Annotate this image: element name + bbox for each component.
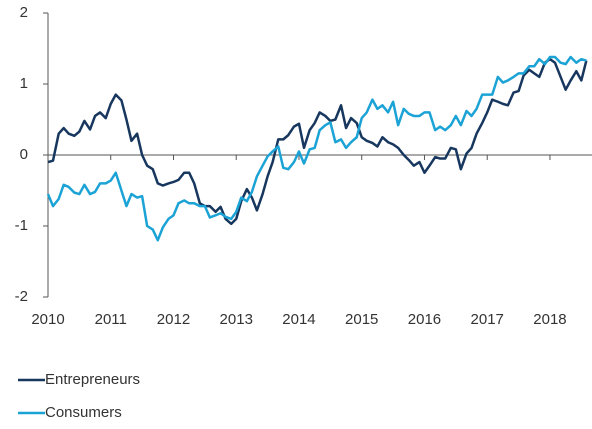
x-tick-label: 2016 [408,311,441,328]
series-line [47,57,588,226]
y-tick-label: -2 [15,288,28,305]
x-tick-label: 2011 [95,311,127,328]
y-tick-label: 2 [20,4,28,21]
series-line [46,55,587,242]
x-tick-label: 2012 [157,311,190,328]
legend-label: Consumers [45,404,122,421]
legend-label: Entrepreneurs [45,371,140,388]
x-tick-label: 2018 [533,311,566,328]
y-tick-label: -1 [15,217,28,234]
y-tick-label: 1 [20,75,28,92]
x-tick-label: 2015 [345,311,378,328]
y-tick-label: 0 [20,146,28,163]
x-tick-label: 2017 [471,311,504,328]
x-tick-label: 2014 [282,311,315,328]
x-tick-label: 2013 [220,311,253,328]
x-tick-label: 2010 [31,311,64,328]
